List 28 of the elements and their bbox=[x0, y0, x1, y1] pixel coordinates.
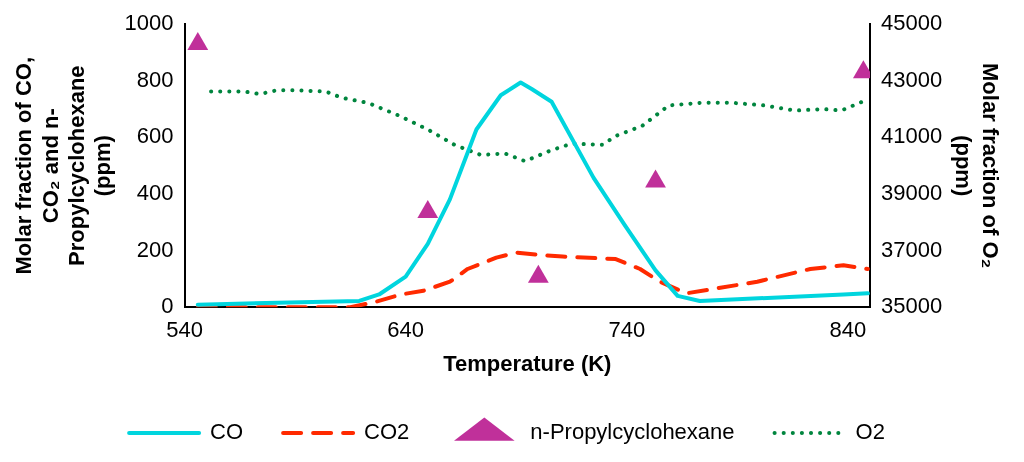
y2-tick-label: 41000 bbox=[881, 123, 943, 149]
y-tick-label: 800 bbox=[136, 66, 174, 92]
point bbox=[417, 200, 439, 219]
line-series bbox=[195, 250, 870, 308]
legend-label: n-Propylcyclohexane bbox=[530, 419, 735, 445]
y-axis-title: Molar fraction of CO, CO₂ and n- Propylcyclohexane (ppm) bbox=[11, 56, 116, 275]
y2-tick-label: 43000 bbox=[881, 66, 943, 92]
y2-tick-label: 39000 bbox=[881, 180, 943, 206]
y-tick-label: 1000 bbox=[124, 10, 174, 36]
x-tick-label: 640 bbox=[387, 317, 425, 343]
point bbox=[645, 169, 666, 188]
y2-tick-label: 37000 bbox=[881, 236, 943, 262]
y2-axis-title: Molar fraction of O₂ (ppm) bbox=[951, 63, 1003, 269]
y-tick-label: 200 bbox=[136, 236, 174, 262]
y2-tick-label: 35000 bbox=[881, 293, 943, 319]
point bbox=[527, 264, 549, 283]
legend-label: CO bbox=[210, 419, 244, 445]
y2-tick-label: 45000 bbox=[881, 10, 943, 36]
point bbox=[187, 32, 209, 51]
x-axis-title: Temperature (K) bbox=[443, 350, 612, 376]
x-tick-label: 740 bbox=[608, 317, 646, 343]
x-tick-label: 540 bbox=[166, 317, 203, 343]
legend-label: O2 bbox=[855, 419, 885, 445]
y-tick-label: 0 bbox=[161, 293, 174, 319]
x-tick-label: 840 bbox=[829, 317, 867, 343]
legend-label: CO2 bbox=[364, 419, 410, 445]
y-tick-label: 400 bbox=[136, 180, 174, 206]
y-tick-label: 600 bbox=[136, 123, 174, 149]
